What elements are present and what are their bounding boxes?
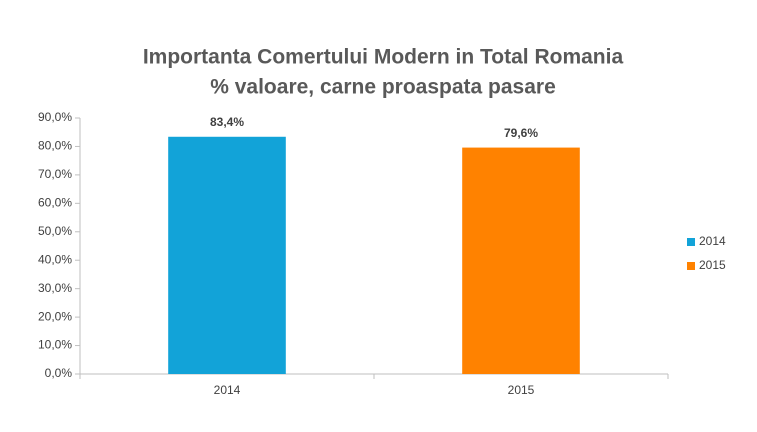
bar [462,147,580,374]
y-tick-label: 30,0% [38,281,72,295]
y-tick-label: 90,0% [38,110,72,124]
y-tick-label: 60,0% [38,196,72,210]
y-tick-label: 40,0% [38,252,72,266]
chart-title: Importanta Comertului Modern in Total Ro… [143,46,624,69]
y-tick-label: 0,0% [45,366,73,380]
y-tick-label: 10,0% [38,338,72,352]
y-tick-label: 70,0% [38,167,72,181]
value-label: 83,4% [210,115,244,129]
value-label: 79,6% [504,126,538,140]
y-tick-label: 50,0% [38,224,72,238]
y-tick-label: 80,0% [38,139,72,153]
x-tick-label: 2014 [214,383,241,397]
legend-swatch [687,262,695,270]
bar [168,136,286,374]
legend-label: 2015 [699,258,726,272]
legend-label: 2014 [699,234,726,248]
legend-swatch [687,238,695,246]
y-tick-label: 20,0% [38,309,72,323]
x-tick-label: 2015 [508,383,535,397]
chart-subtitle: % valoare, carne proaspata pasare [210,76,556,99]
